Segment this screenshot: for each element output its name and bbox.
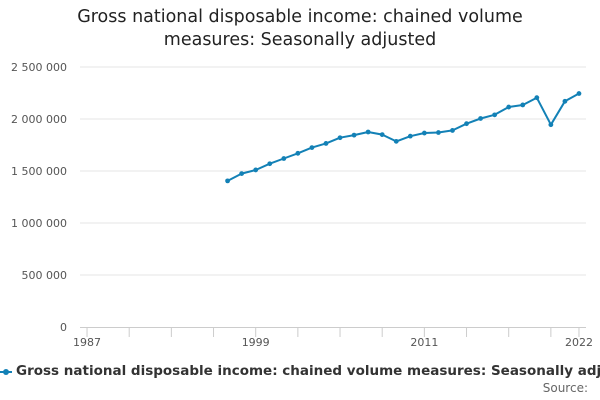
- data-point[interactable]: [492, 112, 498, 118]
- data-point[interactable]: [407, 133, 413, 139]
- y-tick-label: 500 000: [22, 269, 68, 282]
- data-point[interactable]: [253, 167, 259, 173]
- data-point[interactable]: [520, 102, 526, 108]
- y-tick-label: 0: [60, 321, 67, 334]
- y-tick-label: 2 500 000: [11, 61, 67, 74]
- y-tick-label: 1 000 000: [11, 217, 67, 230]
- data-point[interactable]: [534, 95, 540, 101]
- x-tick-label: 1987: [73, 336, 101, 349]
- chart-title: Gross national disposable income: chaine…: [77, 7, 523, 50]
- data-point[interactable]: [562, 98, 568, 104]
- series-line: [227, 92, 580, 182]
- x-tick-label: 2022: [565, 336, 593, 349]
- data-point[interactable]: [337, 135, 343, 141]
- data-point[interactable]: [450, 128, 455, 133]
- data-point[interactable]: [365, 129, 371, 135]
- data-point[interactable]: [351, 132, 357, 138]
- x-tick-label: 2011: [410, 336, 438, 349]
- data-point[interactable]: [464, 121, 469, 127]
- data-point[interactable]: [506, 104, 512, 110]
- data-point[interactable]: [421, 130, 427, 136]
- data-point[interactable]: [295, 150, 301, 156]
- y-axis-tick-labels: 0 500 000 1 000 000 1 500 000 2 000 000 2 500…: [11, 61, 67, 334]
- x-axis-ticks: [86, 327, 580, 337]
- data-point[interactable]: [576, 91, 582, 96]
- data-point[interactable]: [393, 138, 399, 144]
- data-point[interactable]: [548, 122, 554, 128]
- data-point[interactable]: [281, 156, 287, 161]
- data-point[interactable]: [379, 132, 385, 138]
- data-point[interactable]: [309, 145, 315, 151]
- data-point[interactable]: [323, 141, 329, 146]
- y-tick-label: 1 500 000: [11, 165, 67, 178]
- legend-label: Gross national disposable income: chaine…: [16, 363, 600, 379]
- legend[interactable]: Gross national disposable income: chaine…: [0, 362, 600, 382]
- series-group: [225, 91, 582, 184]
- source-label: Source:: [542, 381, 588, 395]
- x-axis-tick-labels: 1987 1999 2011 2022: [73, 336, 593, 349]
- data-point[interactable]: [225, 178, 230, 184]
- data-point[interactable]: [478, 116, 483, 121]
- data-point[interactable]: [267, 161, 273, 167]
- y-tick-label: 2 000 000: [11, 113, 67, 126]
- data-point[interactable]: [436, 130, 441, 135]
- data-point[interactable]: [239, 171, 245, 177]
- x-tick-label: 1999: [242, 336, 270, 349]
- gridlines: [80, 66, 586, 276]
- legend-marker: [0, 369, 12, 375]
